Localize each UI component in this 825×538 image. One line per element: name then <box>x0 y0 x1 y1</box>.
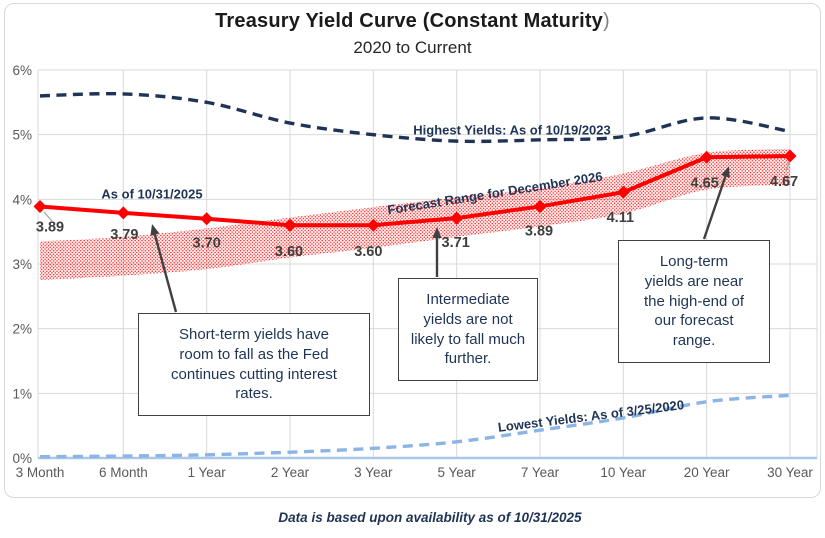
data-label-3-year: 3.60 <box>354 244 382 260</box>
y-tick-label: 4% <box>12 192 32 207</box>
callout-long-term-text: Long-term yields are near the high-end o… <box>639 252 749 352</box>
x-tick-label: 3 Year <box>354 465 393 480</box>
label-current-series: As of 10/31/2025 <box>101 187 202 202</box>
callout-long-term: Long-term yields are near the high-end o… <box>618 240 770 363</box>
data-point-marker-6-month <box>117 206 130 219</box>
data-label-20-year: 4.65 <box>691 175 719 191</box>
data-point-marker-3-month <box>34 200 47 213</box>
x-tick-label: 30 Year <box>767 465 813 480</box>
y-tick-label: 0% <box>12 451 32 466</box>
footer-note: Data is based upon availability as of 10… <box>278 510 581 525</box>
y-tick-label: 5% <box>12 128 32 143</box>
x-tick-label: 2 Year <box>271 465 310 480</box>
x-tick-label: 3 Month <box>16 465 65 480</box>
callout-intermediate-text: Intermediate yields are not likely to fa… <box>409 290 527 370</box>
callout-short-term: Short-term yields have room to fall as t… <box>138 313 370 416</box>
data-point-marker-1-year <box>200 212 213 225</box>
x-tick-label: 10 Year <box>600 465 646 480</box>
data-label-2-year: 3.60 <box>275 244 303 260</box>
x-tick-label: 1 Year <box>188 465 227 480</box>
data-label-3-month: 3.89 <box>36 219 64 235</box>
data-label-7-year: 3.89 <box>525 223 553 239</box>
y-tick-label: 2% <box>12 322 32 337</box>
data-label-6-month: 3.79 <box>110 227 138 243</box>
y-tick-label: 3% <box>12 257 32 272</box>
y-tick-label: 6% <box>12 63 32 78</box>
data-label-30-year: 4.67 <box>770 174 798 190</box>
x-tick-label: 5 Year <box>438 465 477 480</box>
x-tick-label: 7 Year <box>521 465 560 480</box>
callout-intermediate: Intermediate yields are not likely to fa… <box>398 278 538 381</box>
label-highest-series: Highest Yields: As of 10/19/2023 <box>413 123 611 138</box>
callout-short-term-text: Short-term yields have room to fall as t… <box>167 325 341 405</box>
y-tick-label: 1% <box>12 386 32 401</box>
treasury-yield-chart-page: Treasury Yield Curve (Constant Maturity)… <box>0 0 825 538</box>
data-label-1-year: 3.70 <box>193 236 221 252</box>
x-tick-label: 20 Year <box>684 465 730 480</box>
data-label-5-year: 3.71 <box>442 235 470 251</box>
data-label-10-year: 4.11 <box>607 210 634 226</box>
x-tick-label: 6 Month <box>99 465 148 480</box>
